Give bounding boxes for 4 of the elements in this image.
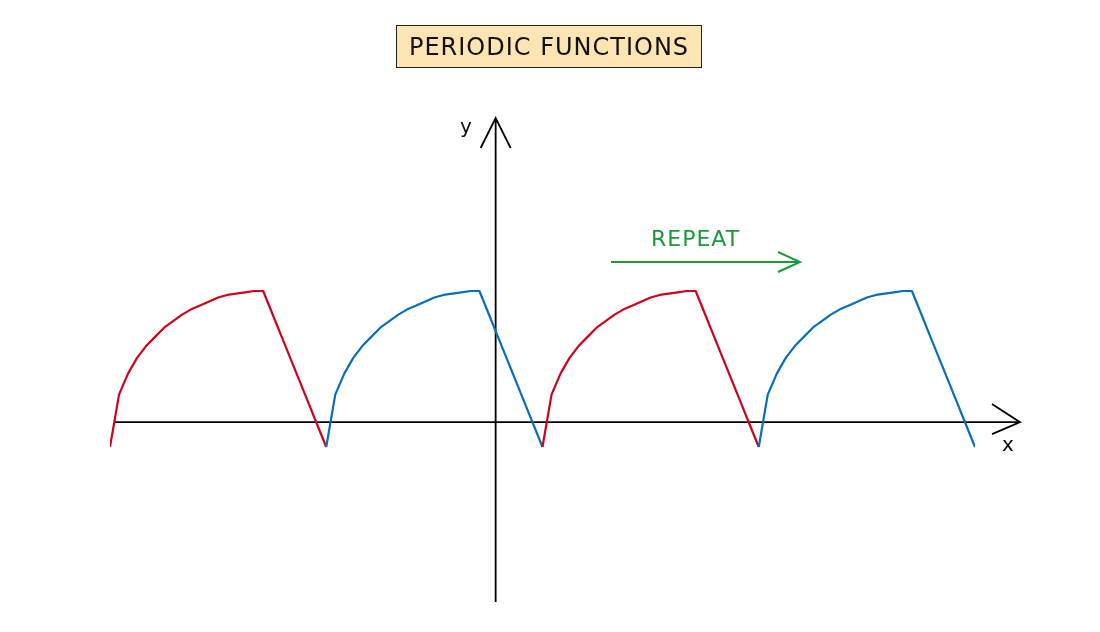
x-axis-title: x (1002, 432, 1014, 456)
chart-title: PERIODIC FUNCTIONS (396, 25, 702, 68)
text: REPEAT (651, 226, 741, 251)
text: y (460, 114, 472, 138)
